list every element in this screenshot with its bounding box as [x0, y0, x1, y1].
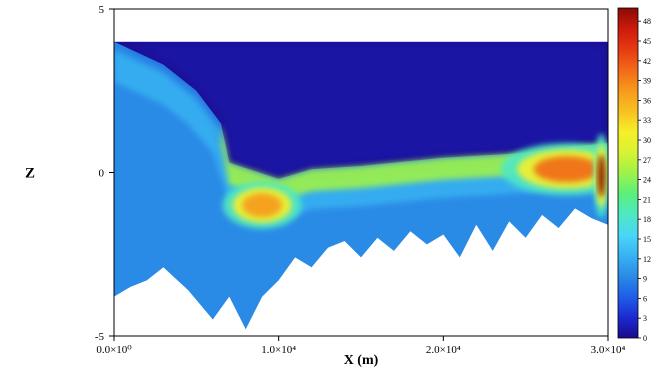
colorbar-tick-label: 39: [643, 77, 651, 86]
colorbar-tick-label: 27: [643, 156, 651, 165]
y-tick-label: 5: [99, 4, 105, 16]
colorbar-tick-label: 48: [643, 17, 651, 26]
colorbar-tick-label: 33: [643, 116, 651, 125]
colorbar-tick-label: 3: [643, 314, 647, 323]
concentration-zone-1-ring-2: [533, 156, 600, 183]
colorbar-tick-label: 6: [643, 294, 647, 303]
y-tick-label: 0: [99, 168, 105, 180]
x-axis-label: X (m): [344, 353, 379, 368]
x-axis-ticks: 0.0×10⁰ 1.0×10⁴ 2.0×10⁴ 3.0×10⁴: [96, 336, 626, 356]
colorbar-tick-label: 45: [643, 37, 651, 46]
colorbar-tick-label: 0: [643, 334, 647, 343]
plot-area: [113, 8, 609, 337]
colorbar-tick-label: 42: [643, 57, 651, 66]
air-region: [114, 9, 608, 42]
x-tick-label: 1.0×10⁴: [261, 344, 296, 356]
concentration-zone-2-ring-2: [597, 154, 606, 197]
y-axis-ticks: 5 0 -5: [95, 4, 114, 343]
x-tick-label: 3.0×10⁴: [591, 344, 626, 356]
colorbar-tick-label: 30: [643, 136, 651, 145]
x-tick-label: 0.0×10⁰: [96, 344, 132, 356]
bed-region: [114, 208, 608, 336]
colorbar-tick-label: 12: [643, 255, 651, 264]
colorbar-tick-label: 24: [643, 176, 651, 185]
colorbar-scale: [617, 7, 639, 339]
colorbar-tick-label: 9: [643, 275, 647, 284]
y-tick-label: -5: [95, 331, 105, 343]
colorbar-tick-label: 18: [643, 215, 651, 224]
x-tick-label: 2.0×10⁴: [426, 344, 461, 356]
mixing-layer-region: [221, 123, 608, 202]
colorbar-tick-label: 36: [643, 96, 651, 105]
upper-water-glow: [114, 41, 608, 180]
y-axis-label: Z: [25, 166, 35, 182]
colorbar-tick-label: 21: [643, 195, 651, 204]
colorbar-tick-label: 15: [643, 235, 651, 244]
concentration-zone-0-ring-2: [242, 193, 282, 217]
